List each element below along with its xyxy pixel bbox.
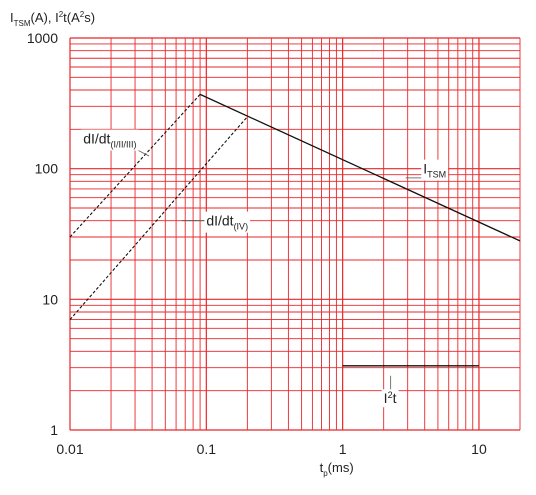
series-line-2 bbox=[69, 94, 201, 238]
annotation-didt-4: dI/dt(IV) bbox=[181, 211, 251, 233]
annotation-label: I2t bbox=[384, 390, 397, 406]
annotation-itsm: ITSM bbox=[405, 159, 449, 181]
x-tick-label: 0.01 bbox=[56, 441, 83, 457]
series-line-1 bbox=[199, 93, 521, 242]
x-axis-label: tp(ms) bbox=[320, 460, 354, 478]
tick-labels: 0.01 0.1 1 10 1 10 100 1000 bbox=[27, 30, 487, 457]
annotation-background bbox=[204, 211, 251, 233]
grid bbox=[69, 37, 521, 431]
y-tick-label: 100 bbox=[35, 161, 59, 177]
y-tick-label: 1000 bbox=[27, 30, 58, 46]
x-tick-label: 10 bbox=[471, 441, 487, 457]
annotation-label: ITSM bbox=[423, 161, 446, 180]
y-tick-label: 10 bbox=[42, 291, 58, 307]
annotation-background bbox=[421, 159, 449, 181]
annotation-didt-123: dI/dt(I/II/III) bbox=[81, 129, 150, 157]
annotation-background bbox=[81, 129, 139, 151]
x-tick-label: 1 bbox=[339, 441, 347, 457]
annotation-label: dI/dt(I/II/III) bbox=[83, 131, 136, 150]
annotation-background bbox=[381, 389, 399, 408]
y-tick-label: 1 bbox=[50, 422, 58, 438]
annotation-label: dI/dt(IV) bbox=[206, 213, 248, 232]
x-tick-label: 0.1 bbox=[197, 441, 217, 457]
y-axis-label: ITSM(A), I2t(A2s) bbox=[10, 10, 95, 28]
series-lines bbox=[69, 93, 521, 367]
annotation-i2t: I2t bbox=[381, 375, 399, 408]
annotations: dI/dt(I/II/III) dI/dt(IV) ITSM I2t bbox=[81, 129, 449, 408]
annotation-leader bbox=[138, 150, 150, 157]
